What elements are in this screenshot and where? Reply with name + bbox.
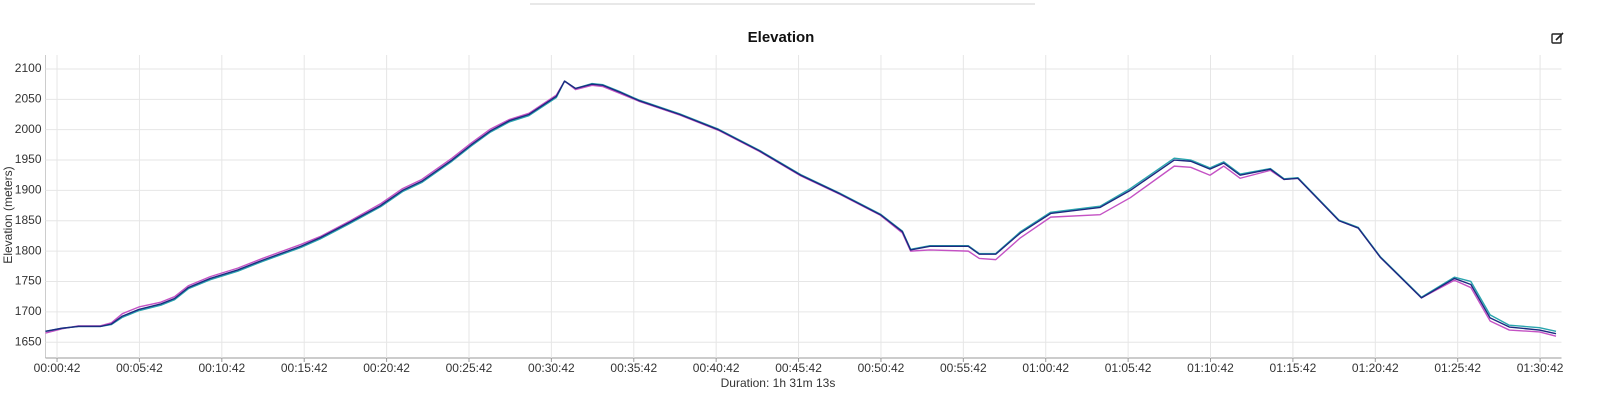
x-tick-label: 00:05:42 (116, 361, 163, 375)
x-tick-label: 00:00:42 (34, 361, 81, 375)
x-tick-label: 00:15:42 (281, 361, 328, 375)
y-tick-label: 2100 (15, 61, 42, 75)
x-tick-label: 01:05:42 (1105, 361, 1152, 375)
y-tick-label: 2050 (15, 91, 42, 105)
y-tick-label: 1900 (15, 183, 42, 197)
x-tick-label: 00:55:42 (940, 361, 987, 375)
x-tick-label: 01:00:42 (1022, 361, 1069, 375)
x-tick-label: 01:15:42 (1270, 361, 1317, 375)
edit-icon[interactable] (1551, 32, 1564, 44)
y-tick-label: 1700 (15, 304, 42, 318)
x-tick-label: 00:35:42 (610, 361, 657, 375)
x-tick-label: 00:40:42 (693, 361, 740, 375)
y-tick-label: 1750 (15, 274, 42, 288)
x-tick-label: 00:50:42 (858, 361, 905, 375)
x-tick-label: 01:30:42 (1517, 361, 1564, 375)
y-tick-label: 2000 (15, 122, 42, 136)
series-line (45, 80, 1557, 335)
y-axis-title: Elevation (meters) (1, 166, 15, 263)
y-tick-label: 1850 (15, 213, 42, 227)
x-tick-label: 00:25:42 (446, 361, 493, 375)
x-tick-label: 01:25:42 (1434, 361, 1481, 375)
y-tick-label: 1950 (15, 152, 42, 166)
x-tick-label: 00:20:42 (363, 361, 410, 375)
x-tick-label: 00:10:42 (198, 361, 245, 375)
series-line (45, 80, 1557, 337)
y-tick-label: 1650 (15, 334, 42, 348)
chart-title: Elevation (748, 29, 815, 46)
y-tick-label: 1800 (15, 243, 42, 257)
x-tick-label: 01:10:42 (1187, 361, 1234, 375)
series-line (45, 80, 1557, 332)
x-tick-label: 00:30:42 (528, 361, 575, 375)
x-tick-label: 01:20:42 (1352, 361, 1399, 375)
x-axis-title: Duration: 1h 31m 13s (721, 376, 836, 390)
x-tick-label: 00:45:42 (775, 361, 822, 375)
